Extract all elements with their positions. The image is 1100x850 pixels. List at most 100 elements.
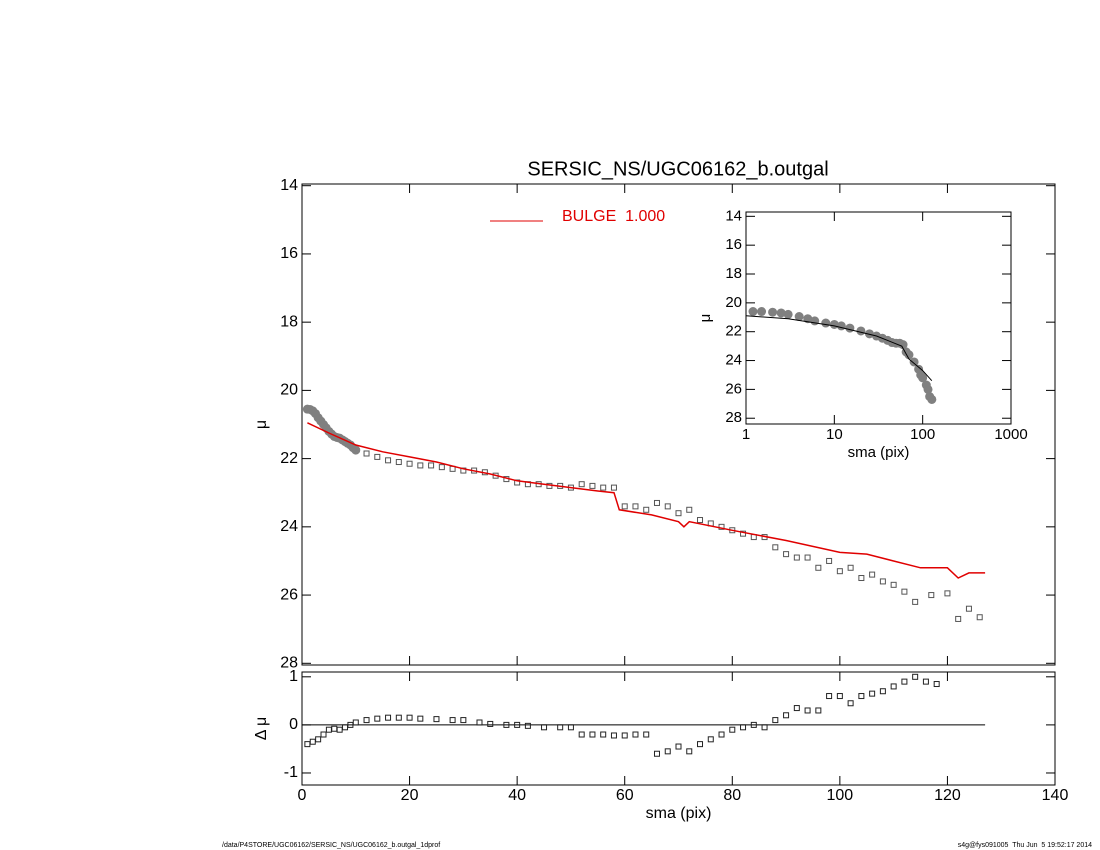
data-point <box>933 681 940 688</box>
y-tick-label: 22 <box>280 450 298 467</box>
data-point <box>901 588 908 595</box>
x-tick-label: 80 <box>723 787 741 804</box>
data-point <box>438 464 445 471</box>
y-tick-label: 26 <box>725 380 742 397</box>
x-tick-label: 40 <box>508 787 526 804</box>
x-tick-label: 120 <box>934 787 961 804</box>
data-point <box>750 721 757 728</box>
data-point <box>697 741 704 748</box>
data-point <box>320 731 327 738</box>
data-point <box>643 506 650 513</box>
data-point <box>912 598 919 605</box>
x-tick-label: 0 <box>298 787 307 804</box>
data-point <box>847 700 854 707</box>
data-point <box>600 731 607 738</box>
data-point <box>697 517 704 524</box>
data-point <box>890 683 897 690</box>
chart-title: SERSIC_NS/UGC06162_b.outgal <box>527 158 828 180</box>
data-point <box>578 731 585 738</box>
data-point <box>718 523 725 530</box>
data-point <box>718 731 725 738</box>
data-point <box>541 724 548 731</box>
data-point <box>836 568 843 575</box>
data-point <box>740 530 747 537</box>
plot-frame <box>301 671 1056 786</box>
data-point <box>351 445 361 455</box>
x-tick-label: 100 <box>910 426 935 443</box>
data-point <box>729 726 736 733</box>
data-point <box>927 394 937 404</box>
data-point <box>653 499 660 506</box>
data-point <box>610 732 617 739</box>
data-point <box>589 482 596 489</box>
y-tick-label: 20 <box>280 382 298 399</box>
data-point <box>385 457 392 464</box>
y-tick-label: 14 <box>725 207 742 224</box>
x-tick-label: 10 <box>826 426 843 443</box>
data-point <box>363 717 370 724</box>
data-point <box>757 307 767 317</box>
data-point <box>707 736 714 743</box>
data-point <box>653 750 660 757</box>
data-point <box>826 557 833 564</box>
y-tick-label: 24 <box>280 518 298 535</box>
y-axis-label: Δ μ <box>253 717 270 740</box>
x-tick-label: 1000 <box>994 426 1027 443</box>
footer-path: /data/P4STORE/UGC06162/SERSIC_NS/UGC0616… <box>222 842 440 849</box>
x-tick-label: 1 <box>742 426 750 443</box>
y-tick-label: 26 <box>280 586 298 603</box>
data-point <box>686 748 693 755</box>
y-tick-label: -1 <box>284 764 298 781</box>
data-point <box>858 575 865 582</box>
y-tick-label: 18 <box>280 313 298 330</box>
data-point <box>406 460 413 467</box>
x-tick-label: 100 <box>827 787 854 804</box>
data-point <box>632 503 639 510</box>
data-point <box>793 705 800 712</box>
data-point <box>686 506 693 513</box>
legend-label: BULGE 1.000 <box>562 208 665 225</box>
y-tick-label: 16 <box>725 236 742 253</box>
y-tick-label: 18 <box>725 265 742 282</box>
data-point <box>879 688 886 695</box>
data-point <box>331 725 338 732</box>
data-point <box>922 678 929 685</box>
x-axis-label: sma (pix) <box>646 805 712 822</box>
data-point <box>858 693 865 700</box>
y-tick-label: 1 <box>289 668 298 685</box>
data-point <box>821 318 831 328</box>
data-point <box>352 719 359 726</box>
data-point <box>449 717 456 724</box>
data-point <box>909 357 919 367</box>
x-tick-label: 20 <box>401 787 419 804</box>
y-axis-label: μ <box>253 420 270 429</box>
data-point <box>675 510 682 517</box>
data-point <box>342 724 349 731</box>
data-point <box>772 544 779 551</box>
data-point <box>965 605 972 612</box>
data-point <box>879 578 886 585</box>
data-point <box>567 724 574 731</box>
x-tick-label: 60 <box>616 787 634 804</box>
model-line <box>745 315 933 382</box>
x-axis-label: sma (pix) <box>848 444 910 461</box>
data-point <box>890 581 897 588</box>
data-point <box>363 450 370 457</box>
data-point <box>783 309 793 319</box>
y-tick-label: 20 <box>725 294 742 311</box>
data-point <box>417 462 424 469</box>
data-point <box>406 714 413 721</box>
data-point <box>815 564 822 571</box>
y-tick-label: 14 <box>280 177 298 194</box>
data-point <box>417 715 424 722</box>
data-point <box>836 693 843 700</box>
data-point <box>514 721 521 728</box>
data-point <box>632 731 639 738</box>
data-point <box>503 721 510 728</box>
data-point <box>621 503 628 510</box>
data-point <box>740 724 747 731</box>
y-tick-label: 0 <box>289 716 298 733</box>
footer-stamp: s4g@fys091005 Thu Jun 5 19:52:17 2014 <box>958 842 1092 849</box>
